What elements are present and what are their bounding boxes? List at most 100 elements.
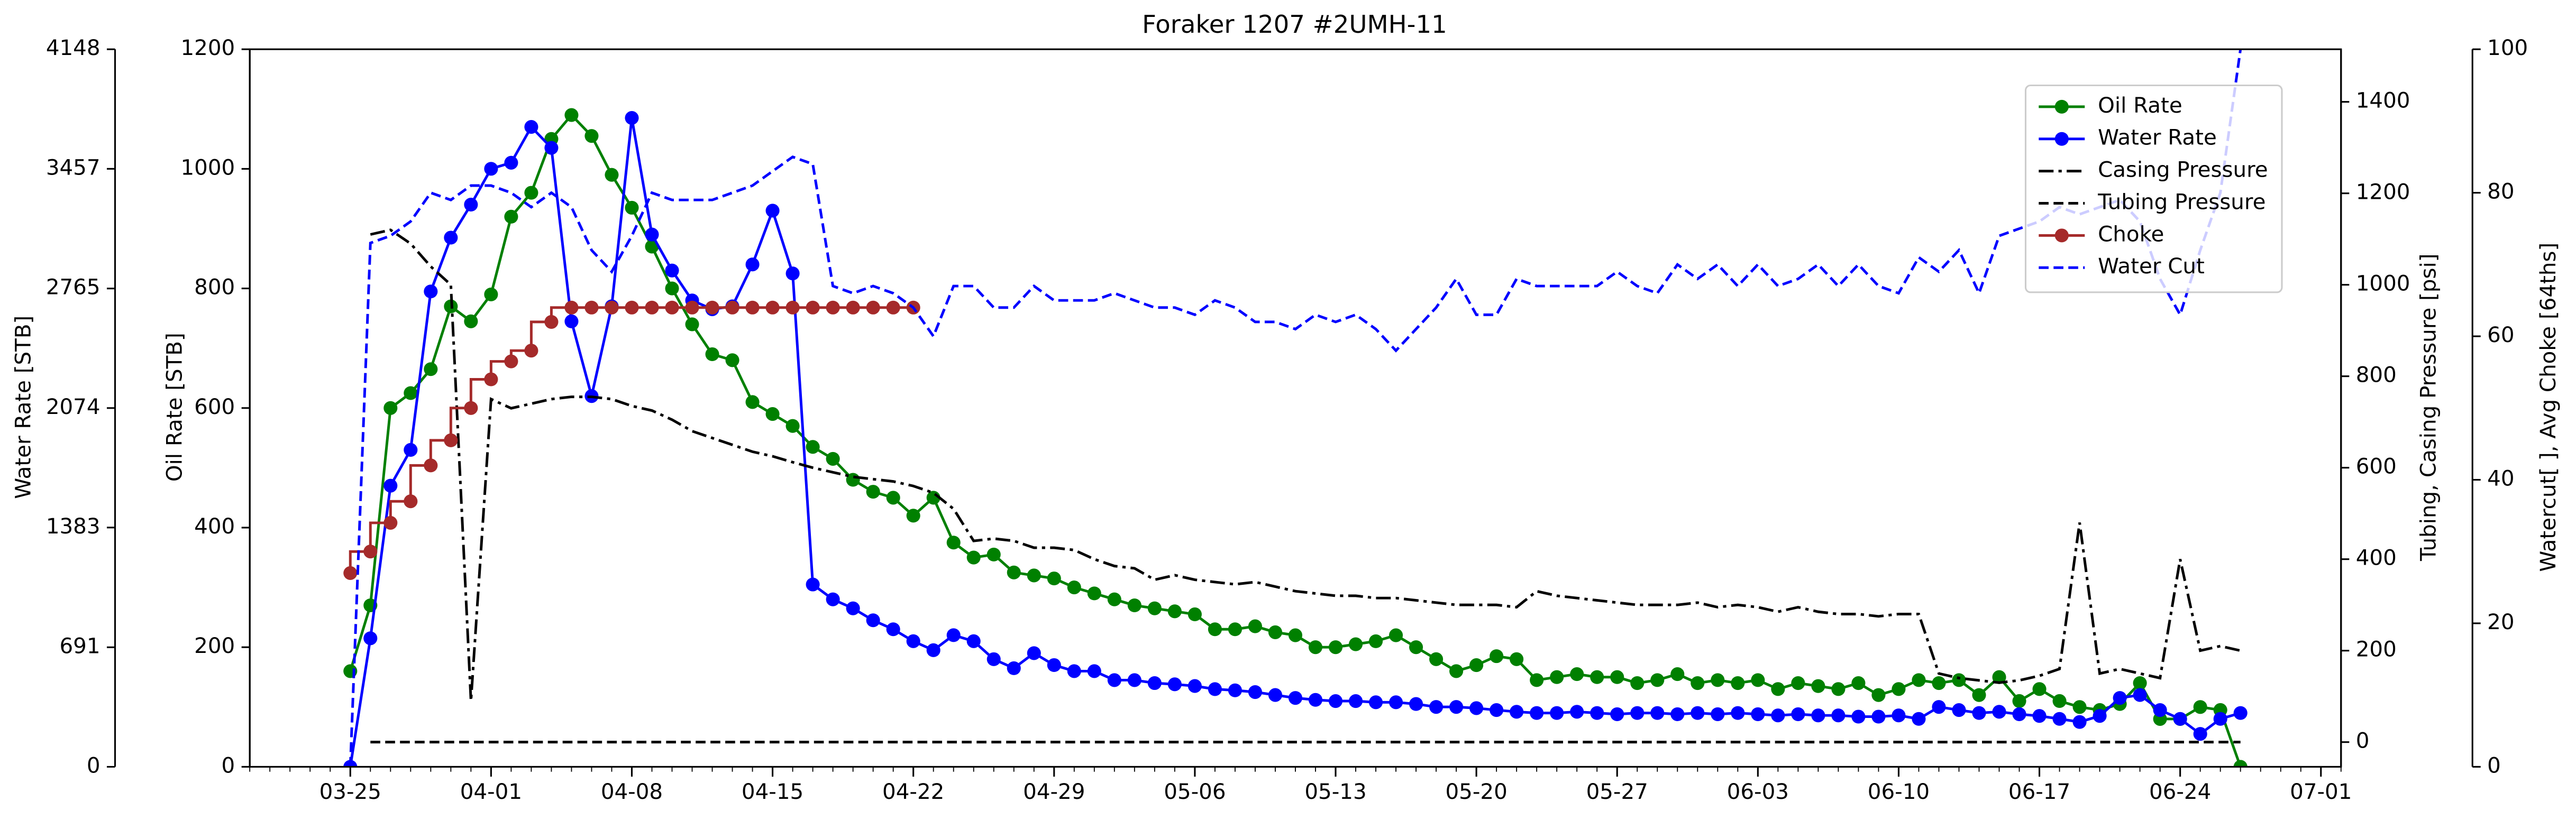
data-point [2173,712,2187,726]
data-point [1027,646,1041,660]
x-tick-label: 06-03 [1727,779,1789,804]
x-tick-label: 05-06 [1164,779,1226,804]
data-point [765,204,780,218]
data-point [725,353,739,367]
data-point [404,443,418,457]
data-point [926,643,940,657]
data-point [645,300,659,315]
data-point [866,613,880,628]
data-point [1530,673,1544,687]
data-point [484,287,498,301]
data-point [1429,700,1444,714]
legend-marker [2054,132,2069,146]
y-tick-label: 1200 [2356,180,2410,205]
data-point [966,550,981,565]
data-point [564,300,579,315]
data-point [1791,676,1805,690]
series-line [349,49,2242,767]
data-point [363,631,378,646]
data-point [2233,760,2248,767]
x-tick-label: 04-08 [601,779,663,804]
x-tick-label: 04-29 [1023,779,1085,804]
data-point [2093,709,2107,723]
y3-axis-label: Tubing, Casing Pressure [psi] [2416,253,2441,561]
y-tick-label: 600 [194,394,235,419]
data-point [1851,710,1866,724]
data-point [1228,622,1242,637]
data-point [2213,712,2227,726]
y-tick-label: 400 [194,514,235,539]
data-point [1167,604,1182,619]
data-point [1288,628,1303,642]
data-point [1087,664,1101,678]
data-point [484,372,498,386]
data-point [605,168,619,182]
data-point [524,344,538,358]
legend-label: Water Rate [2098,125,2217,150]
data-point [1630,676,1645,690]
data-point [1932,676,1946,690]
data-point [765,300,780,315]
data-point [1449,700,1464,714]
data-point [564,108,579,122]
data-point [946,536,961,550]
data-point [665,281,679,296]
y-tick-label: 1400 [2356,88,2410,113]
data-point [504,155,518,170]
y-tick-label: 0 [2356,729,2370,753]
data-point [665,263,679,278]
x-tick-label: 05-20 [1445,779,1507,804]
y-tick-label: 3457 [46,155,101,180]
data-point [424,362,438,376]
data-point [584,129,599,143]
data-point [524,120,538,134]
legend-marker [2054,228,2069,243]
data-point [1711,673,1725,687]
y-tick-label: 0 [222,753,235,778]
data-point [1047,658,1061,672]
y-tick-label: 800 [2356,363,2397,388]
data-point [1731,706,1745,720]
data-point [1348,637,1363,651]
data-point [846,300,860,315]
data-point [1670,667,1685,681]
y-tick-label: 400 [2356,546,2397,570]
data-point [2052,694,2067,708]
data-point [906,634,920,648]
data-point [1288,691,1303,705]
data-point [1892,682,1906,696]
data-point [785,266,800,281]
data-point [1127,673,1141,687]
y2-axis-label: Water Rate [STB] [11,316,36,499]
x-tick-label: 03-25 [319,779,381,804]
data-point [705,347,719,362]
data-point [625,111,639,125]
y4-axis-label: Watercut[ ], Avg Choke [64ths] [2536,243,2561,572]
y-tick-label: 40 [2487,466,2514,491]
y-tick-label: 2765 [46,275,101,300]
x-tick-label: 05-13 [1304,779,1366,804]
y-tick-label: 1200 [181,35,235,60]
data-point [1429,652,1444,666]
data-point [2133,688,2147,702]
data-point [1811,679,1825,693]
data-point [1892,708,1906,723]
data-point [1952,703,1966,717]
y-tick-label: 80 [2487,179,2514,204]
legend-label: Water Cut [2098,254,2205,279]
y-tick-label: 100 [2487,35,2528,60]
data-point [1027,568,1041,583]
data-point [1368,695,1383,710]
legend-marker [2054,99,2069,114]
y-tick-label: 20 [2487,610,2514,634]
data-point [444,433,458,447]
data-point [886,491,900,505]
data-point [544,315,559,329]
data-point [1711,707,1725,721]
x-tick-label: 06-10 [1868,779,1930,804]
data-point [2012,694,2026,708]
data-point [1047,572,1061,586]
data-point [1268,688,1283,702]
